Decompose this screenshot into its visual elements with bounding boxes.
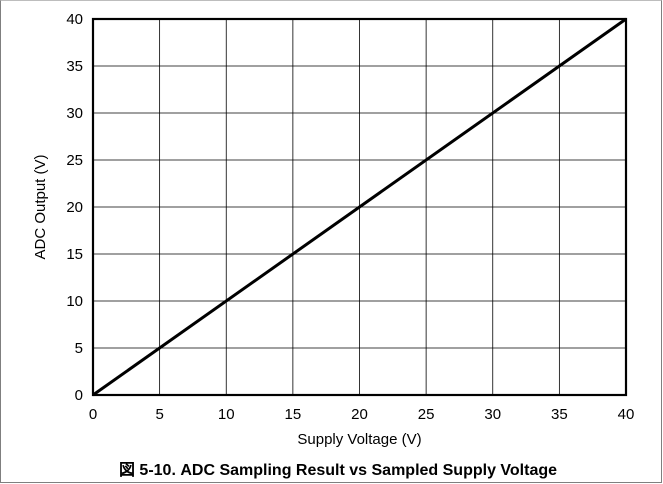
y-axis-ticks: 0 5 10 15 20 25 30 35 40 xyxy=(66,11,83,404)
y-tick-label: 20 xyxy=(66,199,83,216)
y-tick-label: 30 xyxy=(66,105,83,122)
x-tick-label: 40 xyxy=(618,406,635,423)
x-tick-label: 25 xyxy=(418,406,435,423)
y-axis-title: ADC Output (V) xyxy=(32,154,49,259)
x-tick-label: 15 xyxy=(285,406,302,423)
x-tick-label: 30 xyxy=(484,406,501,423)
series-line xyxy=(92,17,627,397)
y-tick-label: 0 xyxy=(75,387,83,404)
figure-caption: 図 5-10. ADC Sampling Result vs Sampled S… xyxy=(119,461,557,479)
x-axis-ticks: 0 5 10 15 20 25 30 35 40 xyxy=(89,406,635,423)
y-tick-label: 40 xyxy=(66,11,83,28)
x-tick-label: 0 xyxy=(89,406,97,423)
y-tick-label: 25 xyxy=(66,152,83,169)
plot-area-border xyxy=(91,17,628,397)
y-tick-label: 15 xyxy=(66,246,83,263)
x-axis-title: Supply Voltage (V) xyxy=(297,431,421,448)
x-tick-label: 5 xyxy=(155,406,163,423)
x-tick-label: 10 xyxy=(218,406,235,423)
y-tick-label: 5 xyxy=(75,340,83,357)
x-tick-label: 35 xyxy=(551,406,568,423)
y-tick-label: 35 xyxy=(66,58,83,75)
x-tick-label: 20 xyxy=(351,406,368,423)
y-tick-label: 10 xyxy=(66,293,83,310)
series-group xyxy=(92,17,627,397)
